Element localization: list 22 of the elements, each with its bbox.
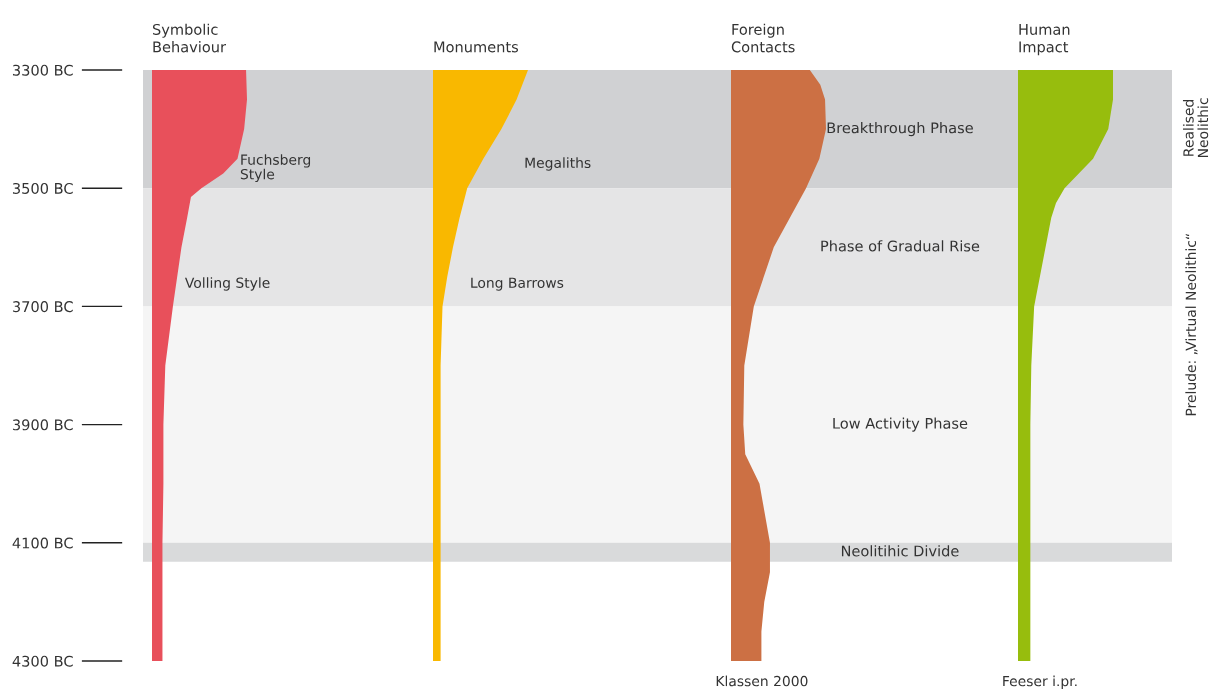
annotation: Long Barrows: [471, 277, 564, 291]
band-label: Neolitihic Divide: [841, 545, 959, 557]
annotation: Fuchsberg Style: [240, 154, 311, 183]
text: Klassen 2000: [716, 675, 808, 687]
y-tick-label: 4300 BC: [12, 655, 73, 667]
y-tick-label: 3700 BC: [12, 301, 73, 313]
y-tick-label: 3900 BC: [12, 419, 73, 431]
text: Prelude: „Virtual Neolithic“: [1185, 234, 1198, 416]
annotation: Megaliths: [525, 157, 591, 171]
y-tick-label: 4100 BC: [12, 537, 73, 549]
y-tick-label: 3300 BC: [12, 64, 73, 76]
band-label: Breakthrough Phase: [827, 122, 973, 137]
chart-title: Human Impact: [1019, 24, 1070, 56]
chart-title: Foreign Contacts: [731, 23, 795, 53]
chart-title: Symbolic Behaviour: [152, 23, 226, 53]
y-tick-label: 3500 BC: [12, 182, 73, 194]
band-label: Low Activity Phase: [833, 417, 968, 432]
text: Realised Neolithic: [1182, 98, 1209, 157]
chart-title: Monuments: [434, 41, 519, 53]
text: Feeser i.pr.: [1003, 675, 1077, 689]
band-label: Phase of Gradual Rise: [821, 240, 980, 252]
annotation: Volling Style: [184, 277, 270, 291]
